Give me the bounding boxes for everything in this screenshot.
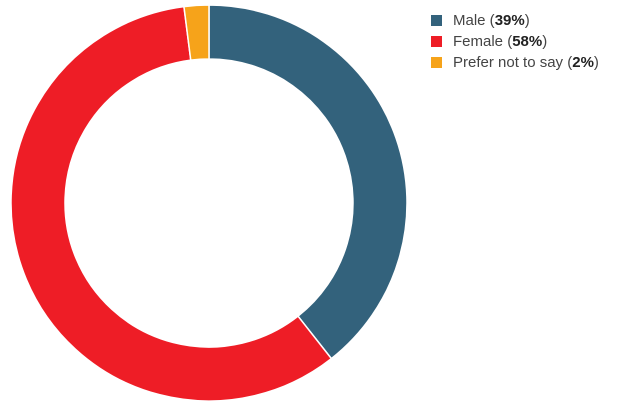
legend-swatch-female bbox=[431, 36, 442, 47]
legend-label-male: Male (39%) bbox=[453, 12, 530, 29]
donut-slice-female bbox=[10, 5, 333, 401]
chart-legend: Male (39%) Female (58%) Prefer not to sa… bbox=[431, 10, 599, 73]
legend-label-female: Female (58%) bbox=[453, 33, 548, 50]
legend-label-prefer-not-to-say: Prefer not to say (2%) bbox=[453, 54, 599, 71]
legend-swatch-prefer-not-to-say bbox=[431, 57, 442, 68]
legend-pct: 58% bbox=[512, 33, 543, 50]
donut-slice-male bbox=[208, 4, 408, 360]
legend-label-text: Prefer not to say bbox=[453, 54, 564, 71]
legend-label-text: Female bbox=[453, 33, 504, 50]
legend-label-text: Male bbox=[453, 12, 486, 29]
donut-slice-prefer-not-to-say bbox=[183, 4, 210, 61]
legend-item-female: Female (58%) bbox=[431, 31, 599, 52]
legend-item-male: Male (39%) bbox=[431, 10, 599, 31]
legend-swatch-male bbox=[431, 15, 442, 26]
legend-item-prefer-not-to-say: Prefer not to say (2%) bbox=[431, 52, 599, 73]
legend-pct: 2% bbox=[572, 54, 594, 71]
legend-pct: 39% bbox=[494, 12, 525, 29]
